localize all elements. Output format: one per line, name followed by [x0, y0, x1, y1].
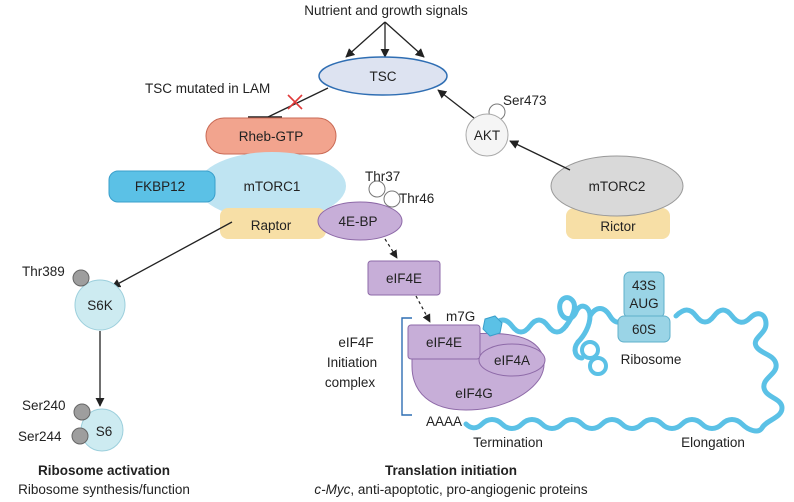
eif4f-title-line3: complex: [325, 375, 376, 390]
s6k-node: [74, 279, 126, 331]
eif4f-title-line2: Initiation: [327, 355, 377, 370]
ser240-label: Ser240: [22, 398, 66, 413]
thr37-site: [368, 180, 386, 198]
right-section-subtitle: c-Myc, anti-apoptotic, pro-angiogenic pr…: [314, 482, 587, 497]
tsc-label: TSC: [370, 69, 397, 84]
thr46-site: [383, 190, 401, 208]
mtorc1-label: mTORC1: [244, 179, 301, 194]
left-section-subtitle: Ribosome synthesis/function: [18, 482, 190, 497]
thr37-label: Thr37: [365, 169, 400, 184]
ribosome-label: Ribosome: [621, 352, 682, 367]
eif4f-bracket: [401, 317, 412, 416]
ser244-label: Ser244: [18, 429, 62, 444]
raptor-box: [220, 208, 326, 239]
s6k-label: S6K: [87, 298, 113, 313]
raptor-label: Raptor: [251, 218, 292, 233]
right-section-title: Translation initiation: [385, 463, 517, 478]
m7g-label: m7G: [446, 309, 475, 324]
polya-label: AAAA: [426, 414, 462, 429]
signals-label: Nutrient and growth signals: [304, 3, 468, 18]
rheb-gtp-label: Rheb-GTP: [239, 129, 304, 144]
akt-label: AKT: [474, 128, 500, 143]
ser244-site: [71, 427, 89, 445]
eif4e-free-box: [367, 260, 441, 296]
ribosome-large-subunit: [617, 315, 671, 343]
eif4f-title-line1: eIF4F: [338, 335, 373, 350]
mtorc2-node: [550, 155, 684, 217]
signal-arrows: [345, 21, 425, 58]
elongation-label: Elongation: [681, 435, 745, 450]
m7g-cap-icon: [482, 315, 503, 337]
mrna-strand: [463, 295, 785, 434]
thr46-label: Thr46: [399, 191, 434, 206]
tsc-inhibits-rheb: [267, 87, 329, 118]
eif4e-complex-box: [407, 324, 481, 360]
tsc-node: [318, 56, 448, 96]
right-subtitle-rest: , anti-apoptotic, pro-angiogenic protein…: [350, 482, 587, 497]
termination-label: Termination: [473, 435, 543, 450]
eif4g-label: eIF4G: [455, 386, 493, 401]
eif4e-to-complex-arrow: [415, 295, 431, 323]
akt-to-tsc-arrow: [437, 89, 475, 119]
ribosome-large-label: 60S: [632, 322, 656, 337]
ser240-site: [73, 403, 91, 421]
thr389-label: Thr389: [22, 264, 65, 279]
stem-loop-upper: [580, 340, 600, 360]
mtorc1-to-s6k-arrow: [111, 221, 233, 288]
eif4e-free-label: eIF4E: [386, 271, 422, 286]
eif4a-label: eIF4A: [494, 353, 530, 368]
s6-label: S6: [96, 424, 113, 439]
mtorc1-node: [198, 152, 346, 220]
fourebp-node: [317, 201, 403, 241]
ribosome-aug-label: AUG: [629, 296, 658, 311]
fourebp-label: 4E-BP: [338, 214, 377, 229]
fkbp12-box: [108, 170, 216, 203]
fourebp-to-eif4e-arrow: [384, 238, 398, 259]
akt-site-label: Ser473: [503, 93, 547, 108]
akt-node: [465, 113, 509, 157]
tsc-mutation-note: TSC mutated in LAM: [145, 81, 270, 96]
stem-loop-lower: [588, 356, 608, 376]
mtorc2-to-akt-arrow: [509, 140, 571, 171]
mtorc2-label: mTORC2: [589, 179, 646, 194]
eif4a-node: [478, 343, 546, 377]
thr389-site: [72, 269, 90, 287]
mutation-cross-icon: [287, 94, 303, 110]
rictor-box: [566, 208, 670, 239]
fkbp12-label: FKBP12: [135, 179, 185, 194]
left-section-title: Ribosome activation: [38, 463, 170, 478]
rictor-label: Rictor: [600, 219, 636, 234]
right-subtitle-italic: c-Myc: [314, 482, 350, 497]
ribosome-small-label: 43S: [632, 278, 656, 293]
eif4e-complex-label: eIF4E: [426, 335, 462, 350]
